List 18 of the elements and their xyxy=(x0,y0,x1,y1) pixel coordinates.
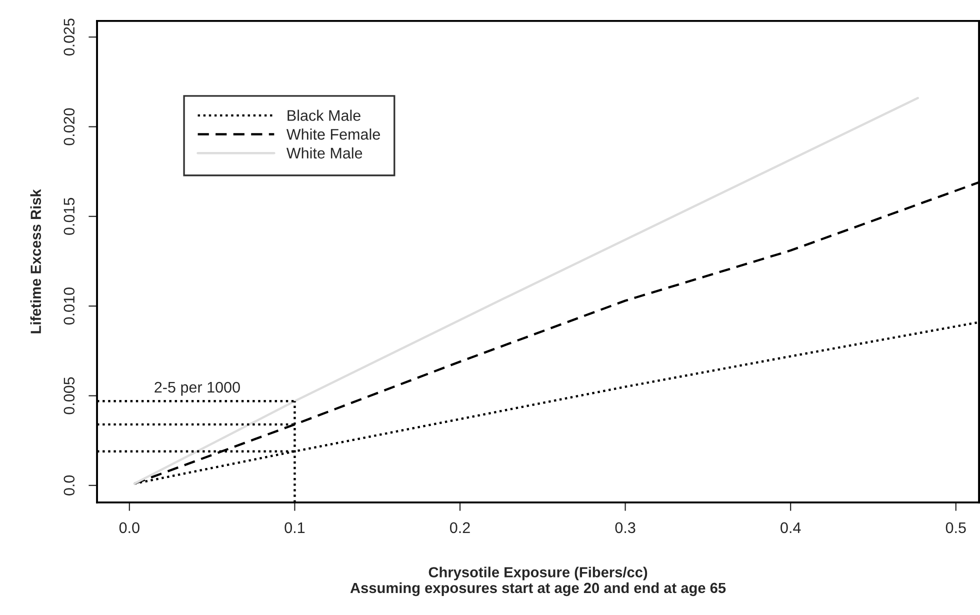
y-axis-title: Lifetime Excess Risk xyxy=(30,189,42,334)
y-tick-label: 0.005 xyxy=(64,377,75,414)
y-tick-label: 0.015 xyxy=(64,198,75,235)
y-tick-label: 0.010 xyxy=(64,288,75,325)
legend-label: Black Male xyxy=(288,110,360,121)
x-tick-label: 0.1 xyxy=(284,522,305,534)
x-axis-title: Chrysotile Exposure (Fibers/cc) Assuming exposures start at age 20 and end at age 65 xyxy=(350,566,726,596)
x-tick-label: 0.3 xyxy=(615,522,636,534)
x-tick-label: 0.4 xyxy=(780,522,801,534)
x-tick-label: 0.2 xyxy=(450,522,470,534)
x-tick-label: 0.0 xyxy=(119,522,140,534)
y-tick-label: 0.020 xyxy=(64,108,75,146)
legend-label: White Male xyxy=(286,147,362,159)
legend-label: White Female xyxy=(286,128,380,140)
y-tick-label: 0.025 xyxy=(64,18,75,56)
y-tick-label: 0.0 xyxy=(64,475,75,496)
x-tick-label: 0.5 xyxy=(946,522,966,534)
annotation: 2-5 per 1000 xyxy=(154,382,240,396)
